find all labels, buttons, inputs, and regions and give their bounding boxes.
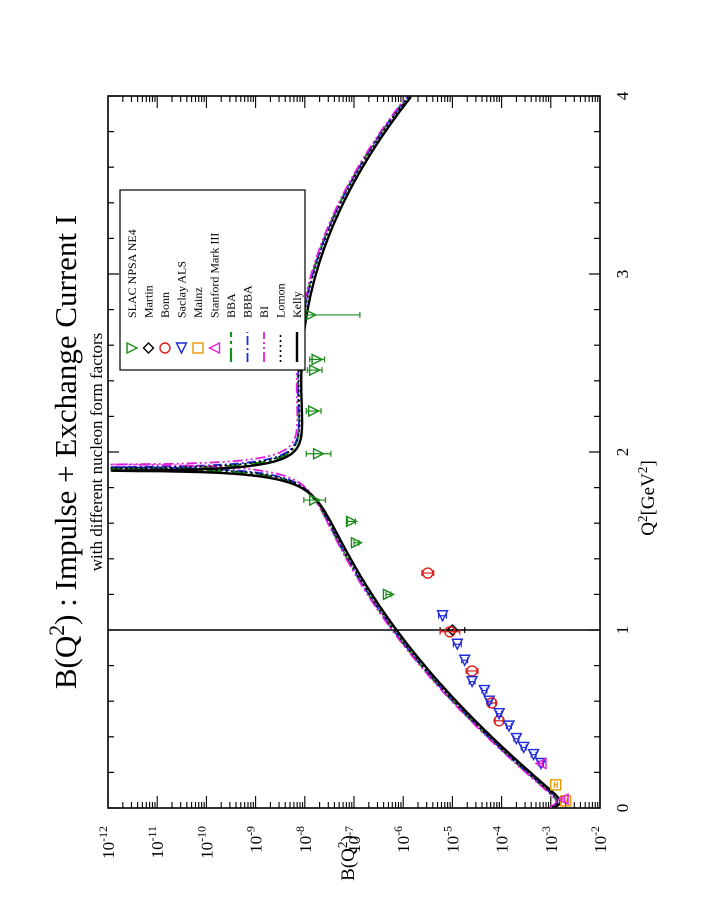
legend-marker — [159, 342, 171, 354]
data-point — [312, 447, 326, 460]
legend-box — [119, 189, 306, 371]
data-point — [458, 654, 471, 667]
data-point — [527, 748, 540, 762]
legend-marker — [175, 342, 188, 355]
curve-kelly — [110, 96, 562, 809]
curve-lomon — [110, 96, 560, 808]
y-tick-label: 10-6 — [391, 826, 413, 853]
series-slac-npsa-ne4 — [260, 308, 396, 601]
data-point — [311, 353, 324, 366]
data-point — [436, 610, 449, 623]
legend-label: BBA — [224, 293, 238, 318]
x-tick-label: 2 — [613, 448, 632, 457]
legend-label: Stanford Mark III — [208, 233, 222, 318]
data-point — [308, 363, 322, 377]
legend-label: Lomon — [274, 283, 288, 318]
y-tick-label: 10-7 — [342, 826, 364, 853]
x-tick-label: 4 — [613, 91, 632, 100]
data-point — [534, 757, 548, 771]
data-point — [308, 493, 322, 507]
data-point — [350, 536, 364, 549]
x-tick-label: 1 — [613, 626, 632, 635]
data-point — [307, 404, 321, 418]
data-point — [502, 720, 516, 733]
chart-title: B(Q2) : Impulse + Exchange Current I — [45, 215, 83, 689]
legend-label: Bonn — [158, 292, 172, 318]
legend-marker — [192, 342, 204, 354]
data-point — [556, 792, 569, 806]
y-tick-label: 10-5 — [440, 826, 462, 853]
y-tick-label: 10-2 — [588, 826, 610, 853]
y-tick-label: 10-11 — [145, 826, 167, 858]
y-axis: 10-2 10-3 10-4 10-5 10-6 10-7 10-8 10-9 10-10 10-… — [96, 96, 610, 881]
data-point — [534, 757, 547, 770]
data-point — [451, 638, 464, 651]
legend-label: BBBA — [241, 285, 255, 318]
data-point — [345, 515, 359, 528]
y-tick-label: 10-10 — [194, 826, 216, 859]
data-point — [493, 707, 506, 721]
data-point — [465, 675, 479, 689]
legend-label: Mainz — [191, 287, 205, 318]
legend-marker — [207, 341, 221, 355]
data-point — [517, 741, 530, 755]
legend-marker — [126, 341, 139, 355]
y-tick-label: 10-8 — [293, 826, 315, 853]
series-martin — [439, 624, 466, 636]
x-tick-label: 3 — [613, 270, 632, 279]
data-point — [305, 308, 318, 322]
legend-label: SLAC NPSA NE4 — [125, 229, 139, 318]
y-axis-label: B(Q2) — [335, 835, 360, 881]
data-points — [260, 308, 572, 807]
legend-label: Martin — [142, 285, 156, 318]
legend-label: Kelly — [290, 291, 304, 318]
legend-label: BI — [257, 306, 271, 318]
x-axis-label: Q2[GeV2] — [635, 460, 660, 536]
data-point — [510, 732, 523, 746]
data-point — [446, 624, 459, 636]
y-tick-label: 10-3 — [539, 826, 561, 853]
data-point — [422, 567, 434, 579]
chart-subtitle: with different nucleon form factors — [87, 333, 106, 572]
data-point — [550, 779, 562, 791]
y-tick-label: 10-9 — [244, 826, 266, 853]
series-stanford-mark-iii — [534, 757, 569, 806]
data-point — [382, 588, 396, 601]
data-point — [444, 626, 456, 638]
legend-label: Saclay ALS — [175, 261, 189, 318]
data-point — [478, 684, 491, 698]
data-point — [483, 695, 496, 708]
legend-marker — [142, 342, 155, 354]
x-tick-label: 0 — [613, 804, 632, 813]
series-saclay-als — [436, 610, 548, 771]
y-tick-label: 10-12 — [96, 826, 118, 859]
curves — [109, 96, 562, 809]
legend: SLAC NPSA NE4 Martin Bonn Saclay ALS Mainz St… — [119, 189, 306, 371]
y-tick-label: 10-4 — [490, 826, 512, 853]
